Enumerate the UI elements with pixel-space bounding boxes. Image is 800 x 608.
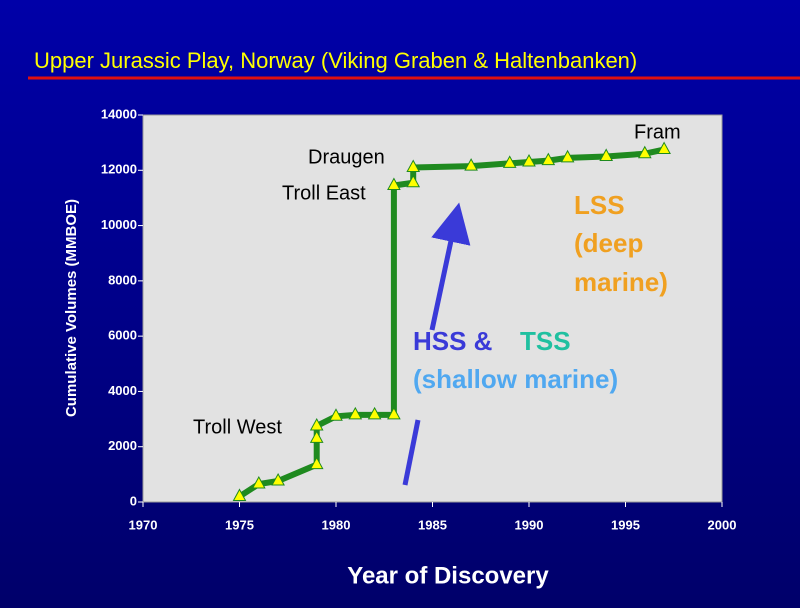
annotation: Draugen bbox=[308, 146, 385, 168]
y-tick-label: 2000 bbox=[108, 438, 137, 453]
x-tick-label: 1990 bbox=[515, 517, 544, 532]
marker bbox=[502, 155, 517, 168]
annotation: (deep bbox=[574, 228, 643, 258]
annotation: marine) bbox=[574, 267, 668, 297]
annotation: LSS bbox=[574, 190, 625, 220]
x-tick-label: 1975 bbox=[225, 517, 254, 532]
y-tick-label: 10000 bbox=[101, 217, 137, 232]
annotation: HSS & bbox=[413, 326, 492, 356]
x-tick-label: 1985 bbox=[418, 517, 447, 532]
marker bbox=[329, 408, 343, 421]
marker bbox=[309, 456, 324, 470]
arrow bbox=[402, 419, 421, 486]
annotation: TSS bbox=[520, 326, 571, 356]
annotation: Troll West bbox=[193, 416, 282, 438]
marker bbox=[464, 158, 478, 171]
marker bbox=[232, 488, 247, 501]
annotation: Fram bbox=[634, 121, 681, 143]
y-tick-label: 12000 bbox=[101, 162, 137, 177]
y-tick-label: 8000 bbox=[108, 272, 137, 287]
marker bbox=[599, 148, 614, 161]
marker bbox=[522, 153, 536, 167]
x-tick-label: 1980 bbox=[322, 517, 351, 532]
marker bbox=[657, 141, 671, 155]
arrow bbox=[429, 202, 471, 331]
y-tick-label: 14000 bbox=[101, 106, 137, 121]
chart-title: Upper Jurassic Play, Norway (Viking Grab… bbox=[34, 48, 637, 73]
x-tick-label: 1970 bbox=[129, 517, 158, 532]
marker bbox=[271, 472, 285, 486]
marker bbox=[348, 406, 363, 420]
annotation: Troll East bbox=[282, 182, 366, 204]
marker bbox=[251, 475, 266, 489]
marker bbox=[367, 406, 382, 420]
marker bbox=[406, 174, 421, 188]
y-tick-label: 4000 bbox=[108, 383, 137, 398]
x-axis-label: Year of Discovery bbox=[347, 562, 549, 589]
y-tick-label: 0 bbox=[130, 493, 137, 508]
y-tick-label: 6000 bbox=[108, 328, 137, 343]
marker bbox=[309, 430, 324, 443]
x-tick-label: 2000 bbox=[708, 517, 737, 532]
marker bbox=[560, 149, 575, 163]
marker bbox=[387, 177, 401, 190]
marker bbox=[541, 152, 556, 166]
plot-area bbox=[142, 114, 723, 503]
marker bbox=[406, 159, 421, 173]
x-tick-label: 1995 bbox=[611, 517, 640, 532]
y-axis-label: Cumulative Volumes (MMBOE) bbox=[63, 199, 80, 417]
marker bbox=[637, 145, 652, 159]
marker bbox=[387, 406, 401, 420]
annotation: (shallow marine) bbox=[413, 364, 618, 394]
marker bbox=[309, 417, 324, 431]
